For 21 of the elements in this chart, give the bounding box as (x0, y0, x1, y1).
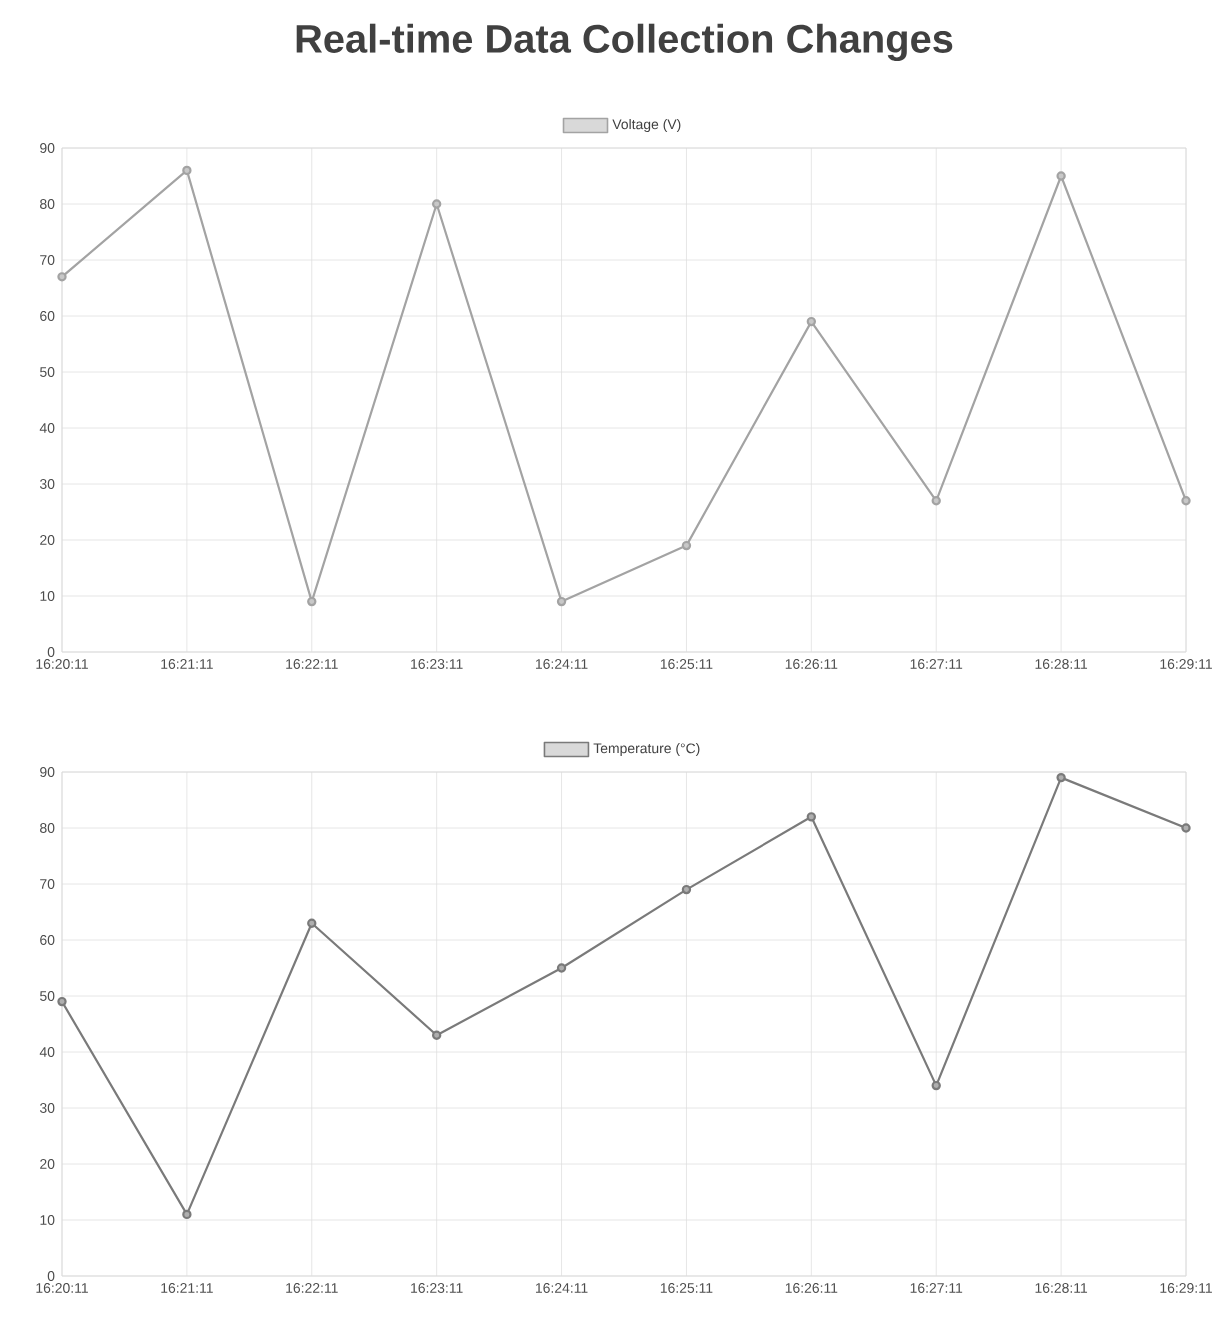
chart-title: Real-time Data Collection Changes (297, 23, 953, 62)
point (1181, 823, 1192, 833)
point (307, 918, 317, 928)
point (57, 272, 68, 282)
point (682, 540, 692, 551)
point (807, 812, 817, 822)
point (432, 199, 442, 209)
point (1181, 496, 1192, 506)
point (432, 1030, 442, 1040)
point (557, 596, 567, 607)
point (1056, 772, 1067, 783)
point (557, 963, 567, 973)
point (307, 596, 317, 607)
point (931, 1080, 942, 1091)
point (182, 165, 192, 176)
point (931, 496, 942, 506)
point (682, 884, 692, 895)
point (807, 316, 817, 327)
point (57, 996, 68, 1007)
point (182, 1209, 192, 1220)
point (1056, 171, 1067, 181)
